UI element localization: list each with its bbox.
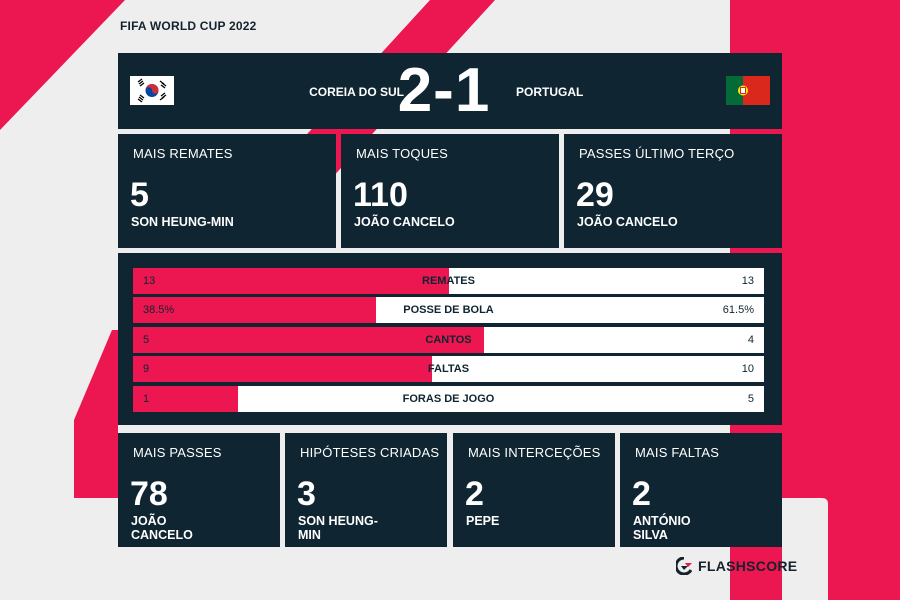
team-comparison-panel: 13 REMATES 13 38.5% POSSE DE BOLA 61.5% … (118, 253, 782, 425)
home-share-bar (133, 386, 239, 412)
stat-player: ANTÓNIO SILVA (633, 514, 691, 542)
flashscore-logo-icon (676, 557, 692, 575)
row-label: POSSE DE BOLA (403, 304, 494, 316)
home-team-name: COREIA DO SUL (309, 85, 404, 99)
stat-player: JOÃO CANCELO (577, 215, 678, 229)
stat-label: MAIS TOQUES (356, 146, 449, 161)
home-share-bar (133, 268, 449, 294)
stat-player-line: SON HEUNG- (298, 514, 378, 528)
away-value: 13 (741, 275, 754, 287)
stat-player-line: PEPE (466, 514, 500, 528)
stat-label: MAIS REMATES (133, 146, 233, 161)
stat-player-line: CANCELO (131, 528, 193, 542)
stat-value: 110 (353, 176, 408, 214)
home-value: 38.5% (143, 304, 175, 316)
scoreboard: COREIA DO SUL 2-1 PORTUGAL (118, 53, 782, 129)
stat-player-line: MIN (298, 528, 321, 542)
home-share-bar (133, 356, 433, 382)
match-score: 2-1 (397, 56, 491, 125)
stat-player-line: ANTÓNIO (633, 514, 691, 528)
stat-card-final-third-passes: PASSES ÚLTIMO TERÇO 29 JOÃO CANCELO (564, 134, 782, 248)
stat-card-chances-created: HIPÓTESES CRIADAS 3 SON HEUNG- MIN (285, 433, 447, 547)
stat-player: SON HEUNG- MIN (298, 514, 378, 542)
comparison-row-offsides: 1 FORAS DE JOGO 5 (133, 386, 764, 412)
home-value: 1 (143, 393, 150, 405)
away-value: 5 (747, 393, 754, 405)
stat-value: 78 (130, 475, 168, 513)
home-value: 13 (143, 275, 156, 287)
comparison-row-possession: 38.5% POSSE DE BOLA 61.5% (133, 297, 764, 323)
stat-player: PEPE (466, 514, 499, 528)
row-label: REMATES (422, 275, 475, 287)
away-value: 4 (747, 334, 754, 346)
comparison-row-shots: 13 REMATES 13 (133, 268, 764, 294)
stat-label: MAIS INTERCEÇÕES (468, 445, 601, 460)
competition-title: FIFA WORLD CUP 2022 (120, 19, 257, 33)
stat-value: 2 (465, 475, 484, 513)
stat-value: 3 (297, 475, 316, 513)
stat-card-most-touches: MAIS TOQUES 110 JOÃO CANCELO (341, 134, 559, 248)
stat-card-most-shots: MAIS REMATES 5 SON HEUNG-MIN (118, 134, 336, 248)
away-value: 10 (741, 363, 754, 375)
stat-player-line: SILVA (633, 528, 668, 542)
stat-label: MAIS PASSES (133, 445, 222, 460)
stat-value: 2 (632, 475, 651, 513)
home-share-bar (133, 297, 376, 323)
stat-player: JOÃO CANCELO (131, 514, 193, 542)
stat-card-most-interceptions: MAIS INTERCEÇÕES 2 PEPE (453, 433, 615, 547)
portugal-flag-icon (726, 76, 770, 105)
stat-value: 5 (130, 176, 149, 214)
comparison-row-corners: 5 CANTOS 4 (133, 327, 764, 353)
stat-label: PASSES ÚLTIMO TERÇO (579, 146, 735, 161)
row-label: CANTOS (425, 334, 472, 346)
home-value: 9 (143, 363, 150, 375)
stat-label: HIPÓTESES CRIADAS (300, 445, 440, 460)
away-value: 61.5% (722, 304, 754, 316)
brand-name: FLASHSCORE (698, 558, 798, 574)
row-label: FORAS DE JOGO (402, 393, 495, 405)
stat-card-most-passes: MAIS PASSES 78 JOÃO CANCELO (118, 433, 280, 547)
south-korea-flag-icon (130, 76, 174, 105)
home-value: 5 (143, 334, 150, 346)
stat-player: SON HEUNG-MIN (131, 215, 234, 229)
stat-player-line: JOÃO (131, 514, 167, 528)
stat-label: MAIS FALTAS (635, 445, 720, 460)
stat-player: JOÃO CANCELO (354, 215, 455, 229)
stat-card-most-fouls: MAIS FALTAS 2 ANTÓNIO SILVA (620, 433, 782, 547)
home-share-bar (133, 327, 484, 353)
stat-value: 29 (576, 176, 614, 214)
row-label: FALTAS (427, 363, 470, 375)
away-team-name: PORTUGAL (516, 85, 584, 99)
comparison-row-fouls: 9 FALTAS 10 (133, 356, 764, 382)
